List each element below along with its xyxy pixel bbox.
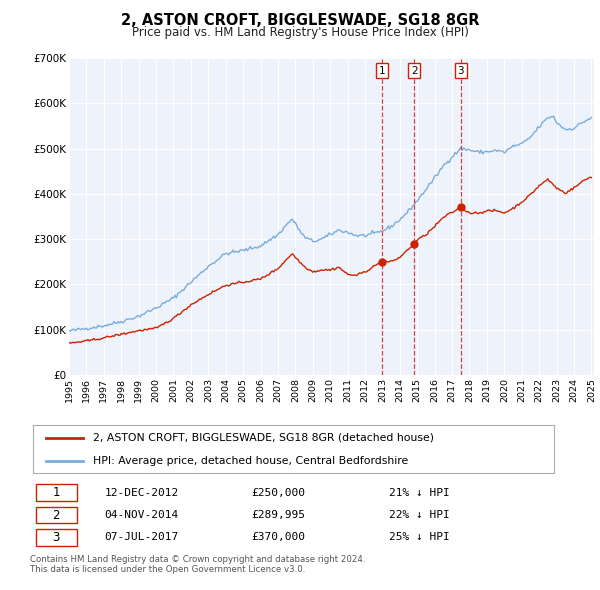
Text: £370,000: £370,000 [251,532,305,542]
Bar [35,484,77,501]
Text: Price paid vs. HM Land Registry's House Price Index (HPI): Price paid vs. HM Land Registry's House … [131,26,469,39]
Text: 3: 3 [53,531,60,544]
Text: £289,995: £289,995 [251,510,305,520]
Text: 21% ↓ HPI: 21% ↓ HPI [389,488,449,498]
Bar [35,529,77,546]
Text: Contains HM Land Registry data © Crown copyright and database right 2024.: Contains HM Land Registry data © Crown c… [30,555,365,563]
Text: 2, ASTON CROFT, BIGGLESWADE, SG18 8GR: 2, ASTON CROFT, BIGGLESWADE, SG18 8GR [121,13,479,28]
Text: HPI: Average price, detached house, Central Bedfordshire: HPI: Average price, detached house, Cent… [94,457,409,467]
Text: 1: 1 [379,65,385,76]
Text: 3: 3 [457,65,464,76]
Text: 2, ASTON CROFT, BIGGLESWADE, SG18 8GR (detached house): 2, ASTON CROFT, BIGGLESWADE, SG18 8GR (d… [94,432,434,442]
Text: 12-DEC-2012: 12-DEC-2012 [104,488,179,498]
Text: This data is licensed under the Open Government Licence v3.0.: This data is licensed under the Open Gov… [30,565,305,574]
Bar [35,507,77,523]
Text: 22% ↓ HPI: 22% ↓ HPI [389,510,449,520]
Text: 2: 2 [411,65,418,76]
Text: £250,000: £250,000 [251,488,305,498]
Text: 1: 1 [52,486,60,499]
Text: 2: 2 [52,509,60,522]
FancyBboxPatch shape [32,425,554,473]
Text: 25% ↓ HPI: 25% ↓ HPI [389,532,449,542]
Text: 07-JUL-2017: 07-JUL-2017 [104,532,179,542]
Text: 04-NOV-2014: 04-NOV-2014 [104,510,179,520]
